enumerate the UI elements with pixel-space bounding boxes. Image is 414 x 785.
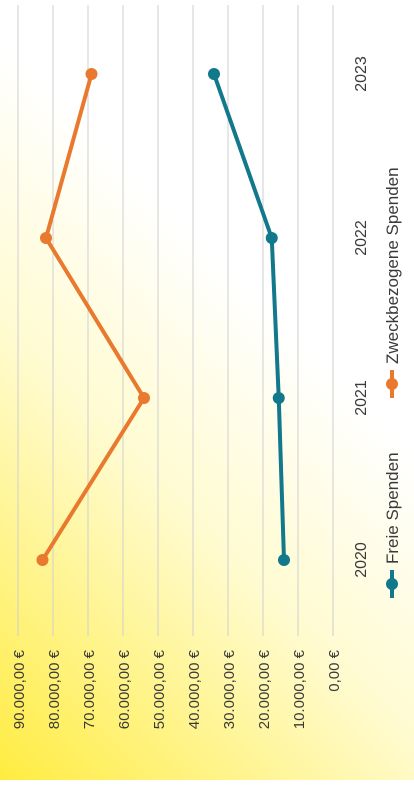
legend-label: Freie Spenden: [383, 452, 402, 564]
legend-label: Zweckbezogene Spenden: [383, 167, 402, 364]
y-tick-label: 50.000,00 €: [151, 649, 168, 729]
x-category-label: 2020: [353, 542, 370, 578]
data-point: [208, 68, 220, 80]
series-lines: [37, 68, 291, 566]
x-category-label: 2022: [353, 220, 370, 256]
data-point: [266, 232, 278, 244]
y-tick-label: 40.000,00 €: [186, 649, 203, 729]
x-axis-category-labels: 2020 2021 2022 2023: [353, 56, 370, 578]
x-category-label: 2023: [353, 56, 370, 92]
data-point: [86, 68, 98, 80]
data-point: [273, 392, 285, 404]
y-tick-label: 80.000,00 €: [46, 649, 63, 729]
series-line: [214, 74, 284, 560]
y-axis-tick-labels: 0,00 € 10.000,00 € 20.000,00 € 30.000,00 € 4…: [11, 649, 343, 729]
gridlines: [18, 5, 333, 636]
y-tick-label: 70.000,00 €: [81, 649, 98, 729]
data-point: [40, 232, 52, 244]
legend-marker-dot: [386, 578, 398, 590]
legend: Freie Spenden Zweckbezogene Spenden: [383, 167, 402, 598]
data-point: [37, 554, 49, 566]
y-tick-label: 0,00 €: [326, 649, 343, 691]
data-point: [278, 554, 290, 566]
y-tick-label: 20.000,00 €: [256, 649, 273, 729]
y-tick-label: 30.000,00 €: [221, 649, 238, 729]
series-line: [43, 74, 145, 560]
x-category-label: 2021: [353, 380, 370, 416]
data-point: [138, 392, 150, 404]
y-tick-label: 10.000,00 €: [291, 649, 308, 729]
y-tick-label: 90.000,00 €: [11, 649, 28, 729]
y-tick-label: 60.000,00 €: [116, 649, 133, 729]
legend-marker-dot: [386, 378, 398, 390]
